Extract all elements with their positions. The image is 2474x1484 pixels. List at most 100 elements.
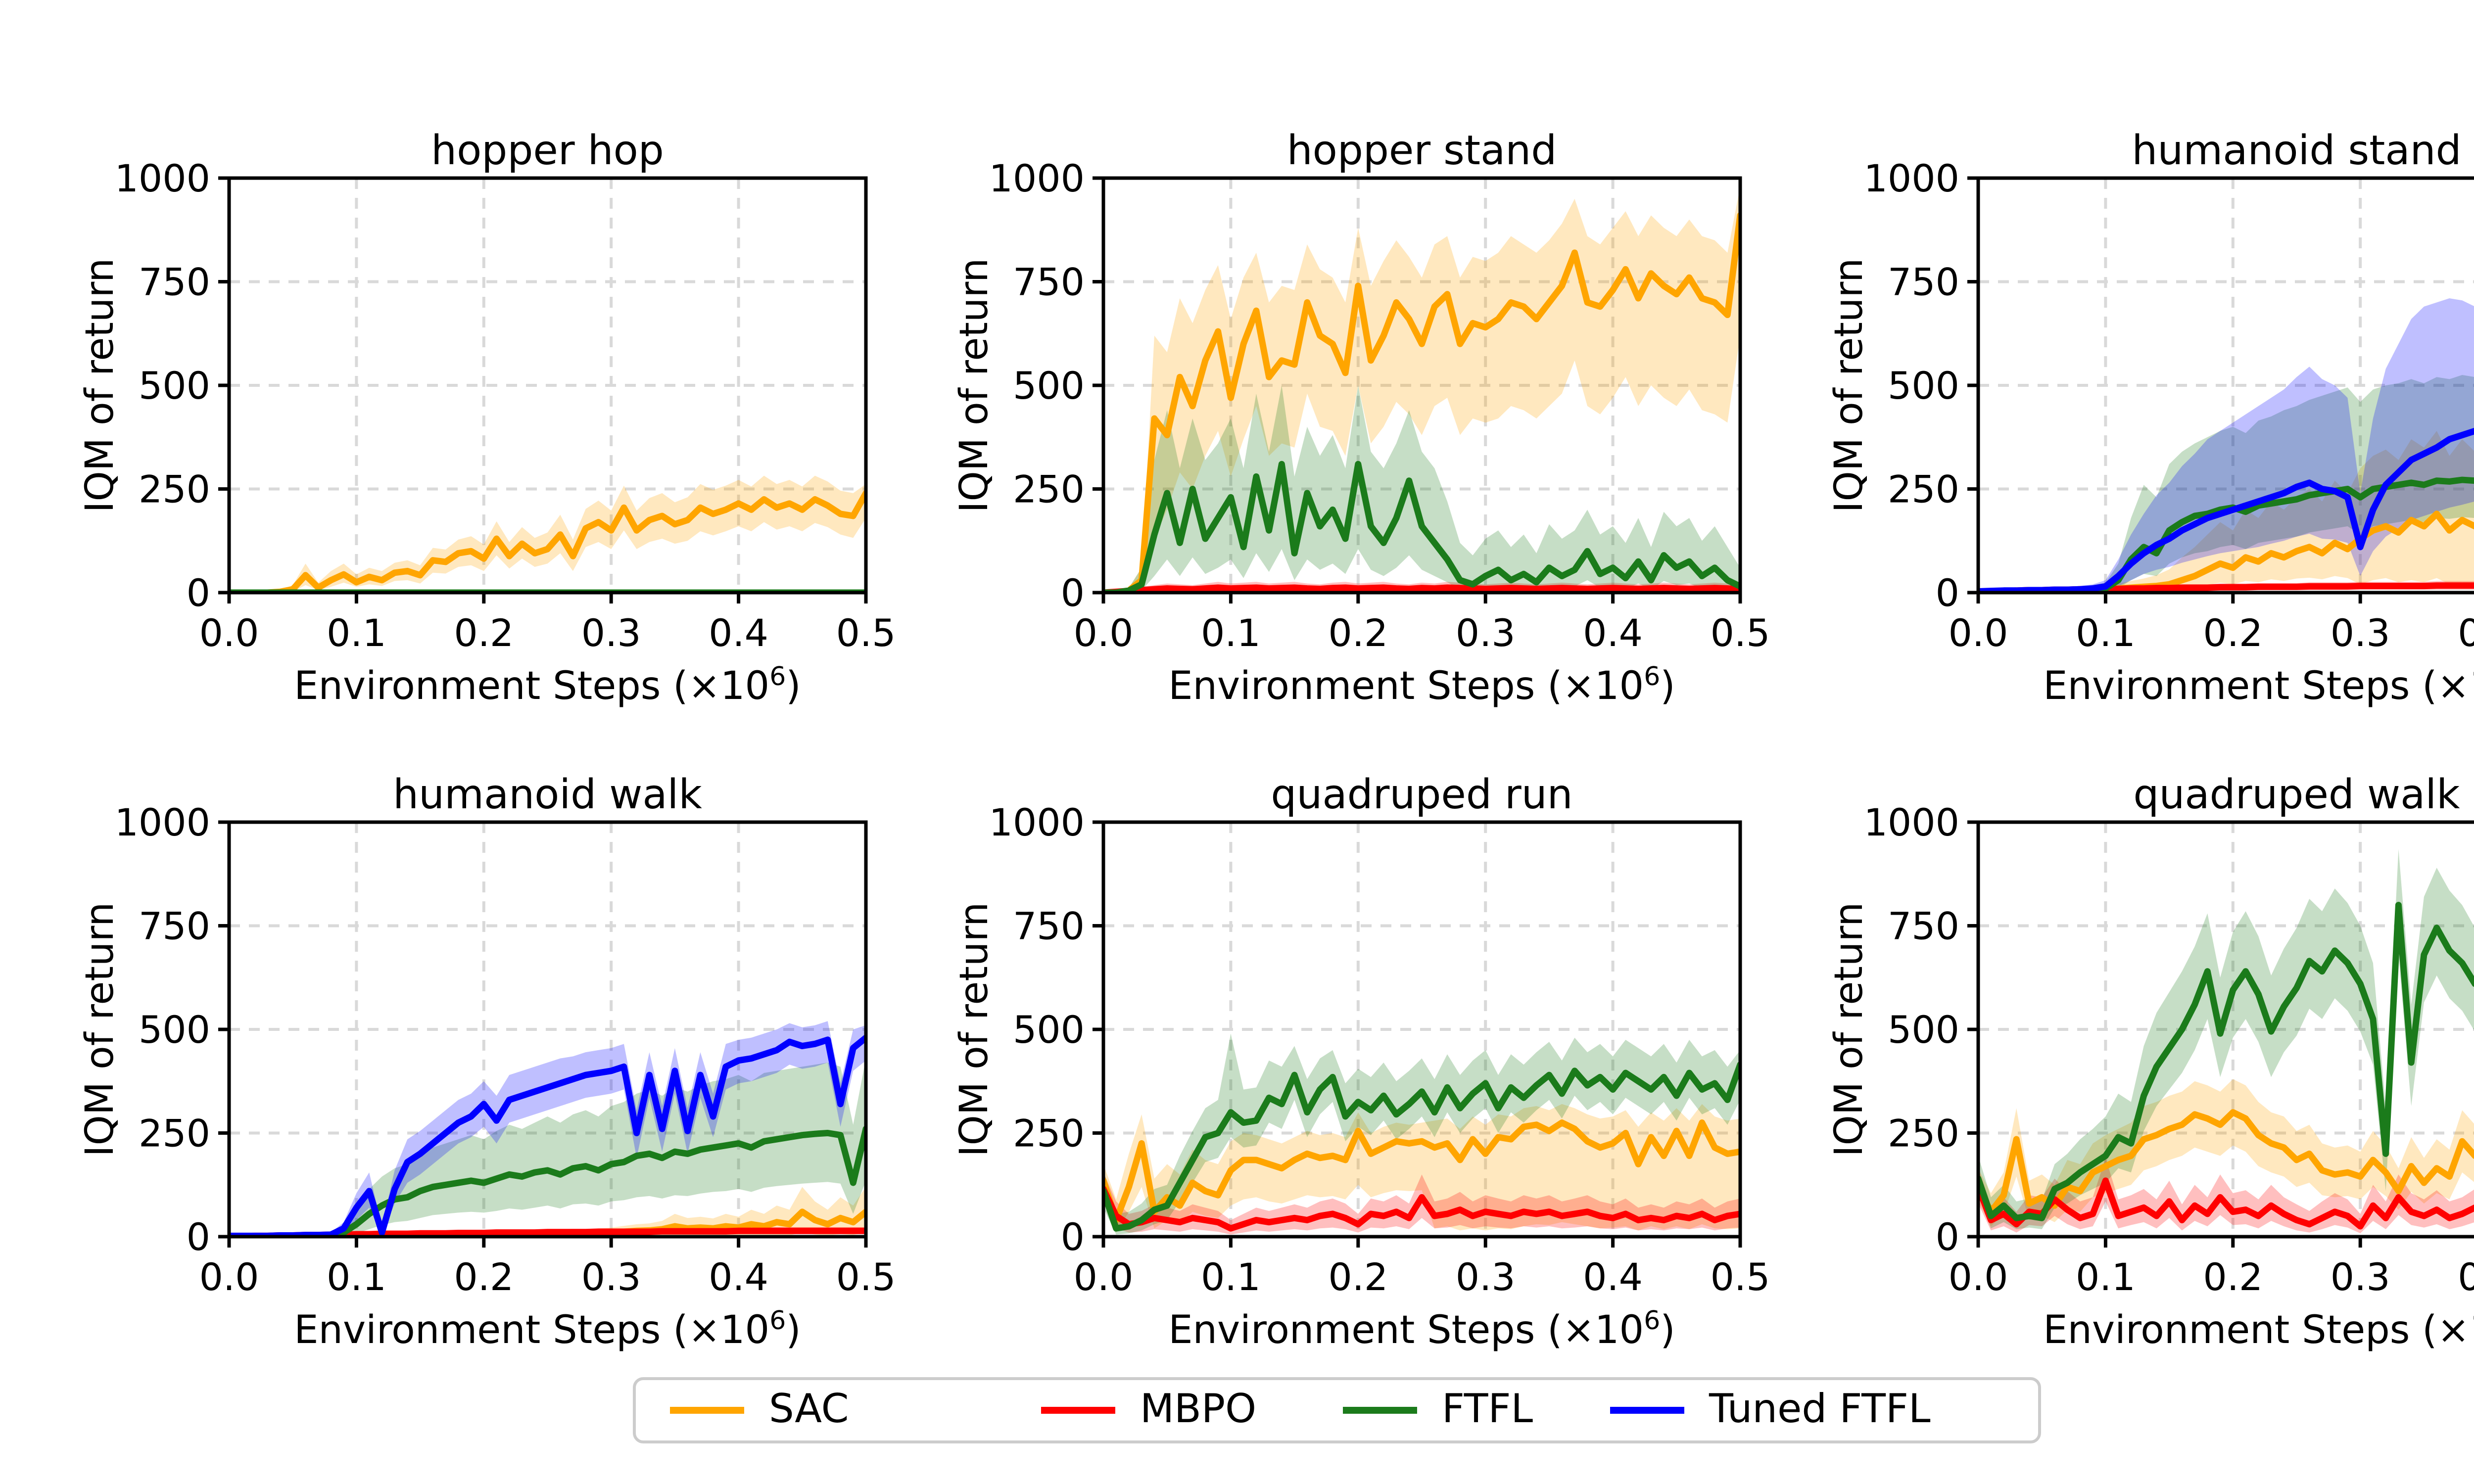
x-axis-label: Environment Steps (×106): [2043, 662, 2474, 708]
confidence-band-ftfl: [1978, 375, 2474, 593]
x-tick-label: 0.2: [2203, 611, 2263, 655]
x-tick-label: 0.1: [2076, 611, 2136, 655]
panel-title: humanoid stand: [2132, 127, 2461, 174]
x-tick-label: 0.5: [836, 1255, 896, 1299]
y-axis-label: IQM of return: [952, 902, 997, 1157]
series-line-sac: [1978, 1109, 2474, 1215]
x-tick-label: 0.4: [1583, 611, 1643, 655]
y-tick-label: 750: [139, 260, 210, 304]
x-tick-label: 0.0: [1949, 611, 2008, 655]
series-line-tuned-ftfl: [1978, 427, 2474, 593]
panel: 0.00.10.20.30.40.502505007501000humanoid…: [1827, 127, 2474, 708]
y-tick-label: 500: [1888, 364, 1959, 408]
y-tick-label: 0: [1936, 1215, 1959, 1259]
legend-box: [633, 1377, 2041, 1443]
x-tick-label: 0.1: [1201, 1255, 1261, 1299]
y-tick-label: 1000: [1864, 156, 1959, 200]
legend-label: MBPO: [1140, 1386, 1256, 1432]
x-tick-label: 0.1: [1201, 611, 1261, 655]
x-tick-label: 0.1: [327, 1255, 386, 1299]
panel: 0.0 0.1 0.2 0.3 0.4 0.5 0 250 500 750 1000 quadrupe…: [952, 771, 1770, 1352]
panel-title: humanoid walk: [393, 771, 702, 818]
y-tick-label: 1000: [115, 800, 210, 844]
series-line-mbpo: [1103, 1186, 1740, 1232]
x-tick-label: 0.0: [1074, 611, 1134, 655]
legend-item-mbpo[interactable]: MBPO: [1041, 1386, 1256, 1432]
x-tick-label: 0.0: [1949, 1255, 2008, 1299]
confidence-band-ftfl: [1978, 849, 2474, 1229]
x-tick-label: 0.3: [581, 1255, 641, 1299]
panel-title: hopper hop: [431, 127, 664, 174]
confidence-band-sac: [229, 1187, 866, 1237]
panel: 0.0 0.1 0.2 0.3 0.4 0.5 0 250 500 750 1000 hopper h…: [78, 127, 896, 708]
confidence-band-sac: [1978, 431, 2474, 593]
x-tick-label: 0.4: [709, 611, 768, 655]
y-tick-label: 1000: [1864, 800, 1959, 844]
confidence-band-sac: [229, 475, 866, 593]
series-line-ftfl: [1103, 461, 1740, 593]
panel-title: hopper stand: [1287, 127, 1557, 174]
y-tick-label: 750: [139, 904, 210, 948]
x-tick-label: 0.3: [581, 611, 641, 655]
y-tick-label: 750: [1013, 260, 1085, 304]
panel-title: quadruped run: [1271, 771, 1572, 818]
y-tick-label: 250: [1888, 467, 1959, 511]
x-tick-label: 0.5: [1711, 1255, 1770, 1299]
y-axis-label: IQM of return: [952, 258, 997, 513]
x-tick-label: 0.0: [1074, 1255, 1134, 1299]
series-group: [1103, 1033, 1740, 1235]
y-tick-label: 0: [1936, 571, 1959, 615]
series-line-mbpo: [1978, 1177, 2474, 1230]
figure-legend: SAC MBPO FTFL Tuned FTFL: [633, 1377, 2041, 1443]
confidence-band-ftfl: [1103, 1033, 1740, 1235]
x-tick-label: 0.4: [2458, 1255, 2474, 1299]
y-axis-label: IQM of return: [1827, 258, 1871, 513]
x-tick-label: 0.4: [1583, 1255, 1643, 1299]
y-axis-label: IQM of return: [78, 902, 122, 1157]
legend-label: Tuned FTFL: [1709, 1386, 1931, 1432]
x-tick-label: 0.3: [2331, 611, 2390, 655]
x-tick-label: 0.4: [709, 1255, 768, 1299]
y-tick-label: 250: [1013, 1112, 1085, 1156]
series-line-mbpo: [1103, 584, 1740, 593]
x-tick-label: 0.0: [199, 611, 259, 655]
y-tick-label: 250: [1013, 467, 1085, 511]
series-line-sac: [229, 490, 866, 593]
series-line-ftfl: [1103, 1061, 1740, 1232]
x-tick-label: 0.3: [2331, 1255, 2390, 1299]
series-line-sac: [1103, 1119, 1740, 1223]
y-tick-label: 750: [1013, 904, 1085, 948]
y-tick-label: 500: [1888, 1008, 1959, 1052]
x-tick-label: 0.0: [199, 1255, 259, 1299]
x-axis-label: Environment Steps (×106): [1168, 1306, 1675, 1352]
y-tick-label: 250: [139, 1112, 210, 1156]
x-tick-label: 0.1: [327, 611, 386, 655]
confidence-band-tuned-ftfl: [229, 1021, 866, 1237]
x-axis-label: Environment Steps (×106): [294, 662, 801, 708]
y-tick-label: 1000: [989, 156, 1085, 200]
x-tick-label: 0.5: [836, 611, 896, 655]
confidence-band-ftfl: [1103, 385, 1740, 593]
y-tick-label: 0: [187, 571, 210, 615]
legend-item-tuned-ftfl[interactable]: Tuned FTFL: [1610, 1386, 1931, 1432]
legend-item-ftfl[interactable]: FTFL: [1343, 1386, 1533, 1432]
series-line-ftfl: [1978, 902, 2474, 1221]
x-tick-label: 0.2: [1328, 1255, 1388, 1299]
x-axis-label: Environment Steps (×106): [294, 1306, 801, 1352]
x-tick-label: 0.2: [2203, 1255, 2263, 1299]
y-tick-label: 1000: [115, 156, 210, 200]
y-tick-label: 250: [139, 467, 210, 511]
y-axis-label: IQM of return: [78, 258, 122, 513]
y-axis-label: IQM of return: [1827, 902, 1871, 1157]
x-tick-label: 0.2: [454, 611, 514, 655]
panel-grid: 0.0 0.1 0.2 0.3 0.4 0.5 0 250 500 750 1000 hopper h…: [78, 127, 2474, 1352]
series-line-tuned-ftfl: [229, 1034, 866, 1237]
legend-item-sac[interactable]: SAC: [670, 1386, 849, 1432]
series-group: [1978, 298, 2474, 593]
panel-title: quadruped walk: [2133, 771, 2460, 818]
